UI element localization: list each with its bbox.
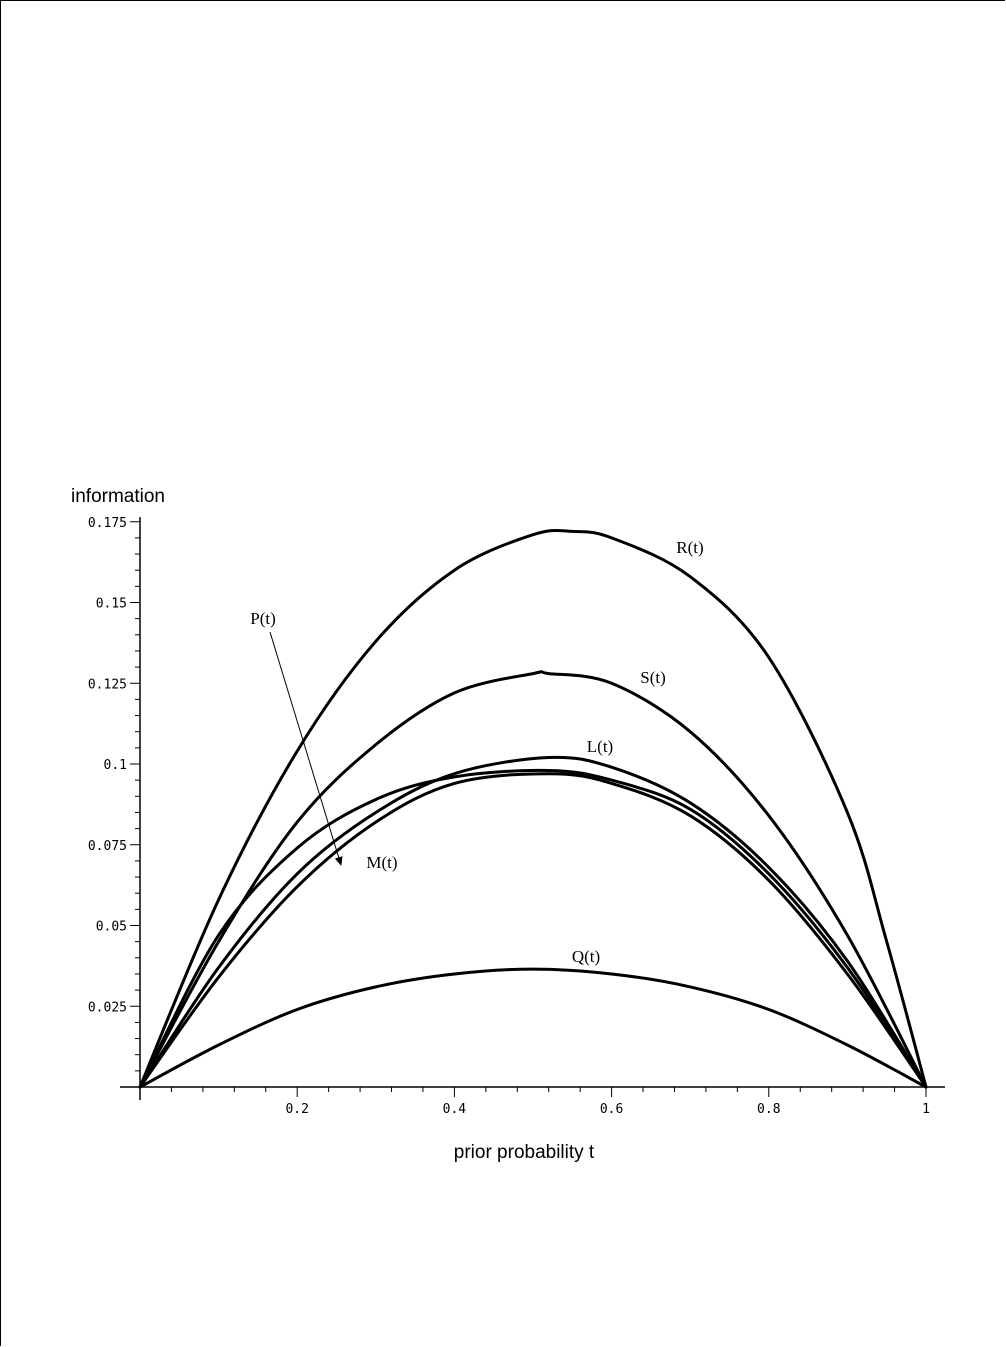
x-tick-label: 1 <box>922 1102 930 1117</box>
y-axis-title: information <box>71 486 165 507</box>
y-tick-label: 0.1 <box>104 758 127 773</box>
series-p-label: P(t) <box>250 609 276 628</box>
x-axis-title: prior probability t <box>454 1142 595 1163</box>
series-r-label: R(t) <box>676 538 703 557</box>
y-tick-label: 0.125 <box>88 677 127 692</box>
x-tick-label: 0.2 <box>285 1102 308 1117</box>
series-m-curve <box>138 772 928 1089</box>
x-tick-label: 0.8 <box>757 1102 780 1117</box>
x-tick-label: 0.4 <box>443 1102 467 1117</box>
series-s-curve <box>138 670 928 1089</box>
series-s-label: S(t) <box>640 668 666 687</box>
series-p-arrow <box>269 631 343 866</box>
series-p-curve <box>138 768 928 1089</box>
series-r-curve <box>138 528 928 1089</box>
series-l-curve <box>138 755 928 1089</box>
series-q-curve <box>138 967 928 1089</box>
series-q-label: Q(t) <box>572 947 600 966</box>
y-tick-label: 0.15 <box>96 597 127 612</box>
y-tick-label: 0.025 <box>88 1000 127 1015</box>
y-tick-label: 0.05 <box>96 920 127 935</box>
series-l-label: L(t) <box>587 737 613 756</box>
axes: 0.2 0.4 0.6 0.8 1 0.025 0.05 0.075 0.1 0.125 0.15 0… <box>88 516 945 1117</box>
y-tick-label: 0.175 <box>88 516 127 531</box>
series-curves <box>138 528 928 1089</box>
series-m-label: M(t) <box>366 853 397 872</box>
y-tick-label: 0.075 <box>88 839 127 854</box>
x-tick-label: 0.6 <box>600 1102 623 1117</box>
series-labels: R(t) S(t) L(t) P(t) M(t) Q(t) <box>250 538 703 966</box>
